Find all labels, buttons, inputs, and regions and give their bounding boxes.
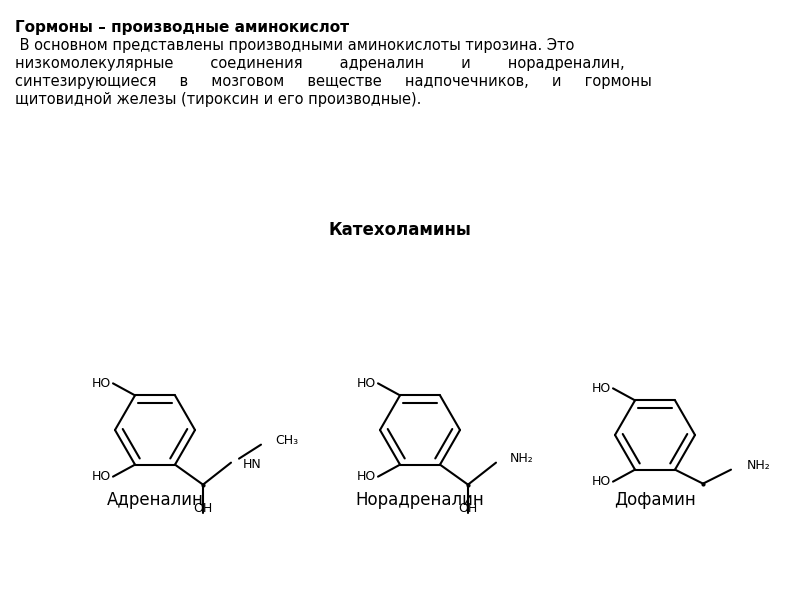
Text: Гормоны – производные аминокислот: Гормоны – производные аминокислот	[15, 20, 349, 35]
Text: OH: OH	[194, 502, 213, 515]
Text: CH₃: CH₃	[275, 434, 298, 447]
Text: HO: HO	[92, 470, 111, 483]
Text: щитовидной железы (тироксин и его производные).: щитовидной железы (тироксин и его произв…	[15, 92, 422, 107]
Text: низкомолекулярные        соединения        адреналин        и        норадренали: низкомолекулярные соединения адреналин и…	[15, 56, 625, 71]
Text: HO: HO	[592, 382, 611, 395]
Text: В основном представлены производными аминокислоты тирозина. Это: В основном представлены производными ами…	[15, 38, 574, 53]
Text: Дофамин: Дофамин	[614, 491, 696, 509]
Text: Норадреналин: Норадреналин	[356, 491, 484, 509]
Text: HO: HO	[92, 377, 111, 390]
Text: NH₂: NH₂	[510, 452, 534, 465]
Text: Катехоламины: Катехоламины	[329, 221, 471, 239]
Text: Адреналин: Адреналин	[106, 491, 203, 509]
Text: HO: HO	[357, 377, 376, 390]
Text: OH: OH	[458, 502, 478, 515]
Text: NH₂: NH₂	[747, 459, 770, 472]
Text: HO: HO	[592, 475, 611, 488]
Text: HO: HO	[357, 470, 376, 483]
Text: синтезирующиеся     в     мозговом     веществе     надпочечников,     и     гор: синтезирующиеся в мозговом веществе надп…	[15, 74, 652, 89]
Text: HN: HN	[243, 458, 262, 471]
